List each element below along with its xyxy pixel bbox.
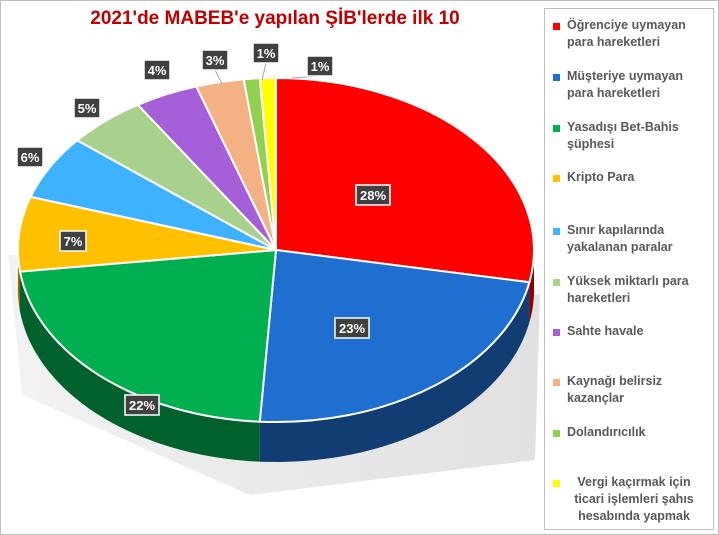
- data-label-box-5: [16, 146, 44, 168]
- legend-swatch-9: [553, 430, 560, 437]
- data-label-box-7: [143, 59, 171, 81]
- data-label-1: 28%: [360, 188, 386, 203]
- data-label-box-6: [73, 97, 101, 119]
- legend-label-10: Vergi kaçırmak için ticari işlemleri şah…: [574, 475, 694, 523]
- pie-slice-10: [258, 76, 277, 251]
- legend-label-4: Kripto Para: [567, 170, 635, 184]
- data-label-box-3: [124, 394, 160, 416]
- data-label-8: 3%: [206, 53, 225, 68]
- legend-label-8: Kaynağı belirsiz kazançlar: [567, 374, 663, 405]
- pie-side-3: [20, 271, 260, 462]
- data-label-box-10: [306, 55, 334, 77]
- legend-label-1: Öğrenciye uymayan para hareketleri: [567, 18, 686, 49]
- legend-swatch-10: [553, 480, 560, 487]
- data-label-box-1: [355, 184, 391, 206]
- pie-side-2: [259, 282, 530, 462]
- legend-swatch-2: [553, 74, 560, 81]
- legend-swatch-7: [553, 329, 560, 336]
- pie-slices: [17, 76, 535, 424]
- pie-slice-2: [258, 248, 531, 424]
- data-label-box-9: [252, 42, 280, 64]
- legend-swatch-6: [553, 279, 560, 286]
- leader-line-8: [214, 69, 223, 85]
- legend: Öğrenciye uymayan para hareketleri Müşter…: [544, 8, 714, 530]
- data-label-10: 1%: [311, 59, 330, 74]
- pie-slice-3: [18, 248, 278, 423]
- legend-label-7: Sahte havale: [567, 324, 644, 338]
- pie-slice-1: [275, 76, 535, 284]
- legend-swatch-1: [553, 23, 560, 30]
- data-label-7: 4%: [148, 63, 167, 78]
- chart-title: 2021'de MABEB'e yapılan ŞİB'lerde ilk 10: [90, 8, 460, 29]
- data-label-4: 7%: [64, 234, 83, 249]
- legend-label-2: Müşteriye uymayan para hareketleri: [567, 69, 684, 100]
- data-label-5: 6%: [21, 150, 40, 165]
- data-label-6: 5%: [78, 101, 97, 116]
- data-label-9: 1%: [257, 46, 276, 61]
- data-label-3: 22%: [129, 398, 155, 413]
- legend-swatch-3: [553, 125, 560, 132]
- pie-slice-4: [17, 195, 277, 273]
- legend-swatch-5: [553, 228, 560, 235]
- data-label-box-2: [334, 317, 370, 339]
- data-label-2: 23%: [339, 321, 365, 336]
- data-label-box-4: [59, 230, 87, 252]
- legend-label-9: Dolandırıcılık: [567, 425, 646, 439]
- pie-sides: [18, 250, 534, 462]
- legend-label-6: Yüksek miktarlı para hareketleri: [567, 274, 689, 305]
- leader-line-9: [261, 62, 267, 81]
- data-label-box-8: [201, 49, 229, 71]
- legend-label-5: Sınır kapılarında yakalanan paralar: [567, 223, 673, 254]
- data-labels: 28% 23% 22% 7% 6% 5% 4% 3% 1% 1%: [16, 42, 391, 416]
- legend-label-3: Yasadışı Bet-Bahis şüphesi: [567, 120, 679, 151]
- legend-swatch-4: [553, 175, 560, 182]
- legend-swatch-8: [553, 379, 560, 386]
